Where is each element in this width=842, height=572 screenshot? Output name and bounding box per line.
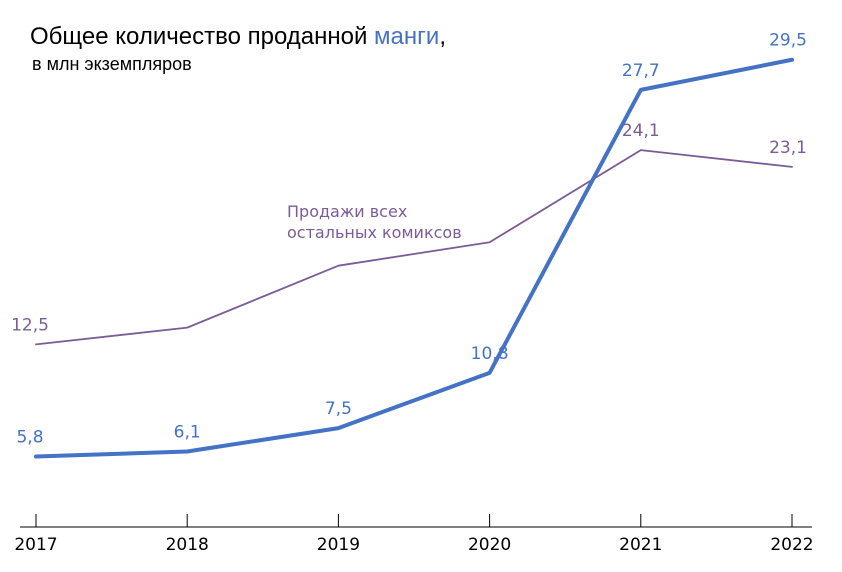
series-name-others-line-2: остальных комиксов xyxy=(287,223,462,242)
chart-title-part-3: , xyxy=(439,23,446,50)
manga-data-label: 10,8 xyxy=(471,344,509,364)
chart-title: Общее количество проданной манги, xyxy=(30,23,446,50)
x-tick-label: 2018 xyxy=(166,535,209,555)
series-name-others: Продажи всех остальных комиксов xyxy=(287,202,462,242)
other-comics-line xyxy=(35,149,793,346)
chart-title-highlight: манги xyxy=(374,23,439,50)
series-name-others-line-1: Продажи всех xyxy=(287,202,407,221)
manga-sales-line xyxy=(34,57,794,459)
x-tick-label: 2022 xyxy=(770,535,813,555)
data-labels: 5,8 6,1 7,5 10,8 27,7 29,5 12,5 24,1 23,1 xyxy=(11,31,807,448)
manga-data-label: 5,8 xyxy=(16,428,43,448)
chart-title-part-1: Общее количество проданной xyxy=(30,23,374,50)
x-tick-label: 2020 xyxy=(468,535,511,555)
x-tick-label: 2017 xyxy=(14,535,57,555)
manga-data-label: 27,7 xyxy=(622,61,660,81)
manga-data-label: 7,5 xyxy=(325,399,352,419)
manga-data-label: 29,5 xyxy=(769,31,807,51)
other-data-label: 23,1 xyxy=(769,138,807,158)
manga-data-label: 6,1 xyxy=(174,423,201,443)
chart-subtitle: в млн экземпляров xyxy=(32,54,192,74)
other-data-label: 12,5 xyxy=(11,315,49,335)
x-axis: 2017 2018 2019 2020 2021 2022 xyxy=(14,514,814,555)
other-data-label: 24,1 xyxy=(622,121,660,141)
x-tick-label: 2021 xyxy=(619,535,662,555)
series-lines xyxy=(34,57,794,459)
x-tick-label: 2019 xyxy=(317,535,360,555)
